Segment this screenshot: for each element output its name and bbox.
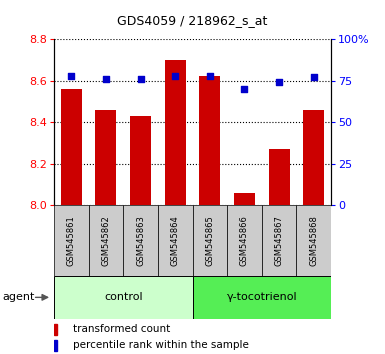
Point <box>207 73 213 78</box>
Point <box>103 76 109 82</box>
Bar <box>54 324 57 335</box>
Text: GSM545862: GSM545862 <box>101 215 110 266</box>
Text: GSM545866: GSM545866 <box>240 215 249 266</box>
Text: transformed count: transformed count <box>73 325 171 335</box>
Text: GSM545861: GSM545861 <box>67 215 76 266</box>
Text: GSM545865: GSM545865 <box>205 215 214 266</box>
Bar <box>123 205 158 276</box>
Point <box>68 73 74 78</box>
Bar <box>54 205 89 276</box>
Text: GDS4059 / 218962_s_at: GDS4059 / 218962_s_at <box>117 14 268 27</box>
Bar <box>192 276 331 319</box>
Point <box>311 74 317 80</box>
Bar <box>303 110 324 205</box>
Bar <box>296 205 331 276</box>
Bar <box>192 205 227 276</box>
Text: GSM545868: GSM545868 <box>309 215 318 266</box>
Point <box>241 86 248 92</box>
Bar <box>54 340 57 351</box>
Bar <box>227 205 262 276</box>
Bar <box>61 89 82 205</box>
Bar <box>234 193 255 205</box>
Bar <box>95 110 116 205</box>
Point <box>276 79 282 85</box>
Point <box>172 73 178 78</box>
Text: percentile rank within the sample: percentile rank within the sample <box>73 341 249 350</box>
Text: GSM545867: GSM545867 <box>275 215 284 266</box>
Text: GSM545864: GSM545864 <box>171 215 180 266</box>
Bar <box>89 205 123 276</box>
Bar <box>54 276 192 319</box>
Bar <box>158 205 192 276</box>
Bar <box>199 76 220 205</box>
Bar <box>262 205 296 276</box>
Text: GSM545863: GSM545863 <box>136 215 145 266</box>
Bar <box>269 149 290 205</box>
Text: agent: agent <box>2 292 34 302</box>
Text: control: control <box>104 292 142 302</box>
Bar <box>165 60 186 205</box>
Point <box>137 76 144 82</box>
Text: γ-tocotrienol: γ-tocotrienol <box>226 292 297 302</box>
Bar <box>130 116 151 205</box>
